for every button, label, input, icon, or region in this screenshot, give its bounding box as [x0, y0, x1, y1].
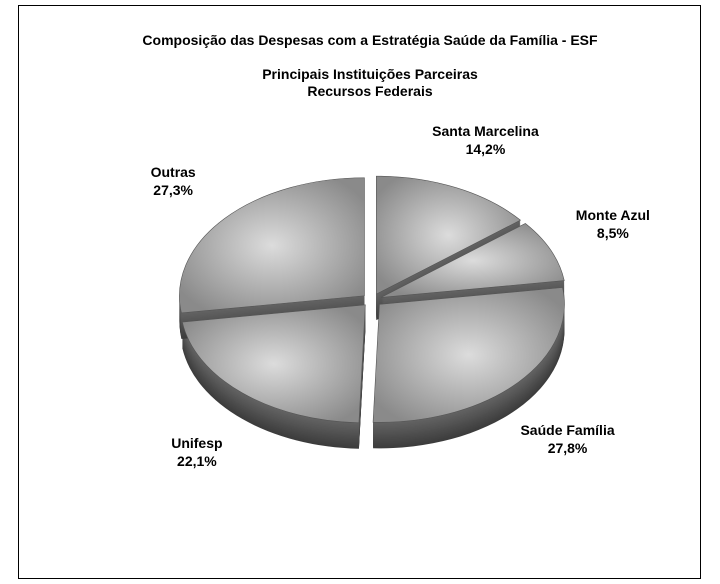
slice [181, 304, 366, 424]
value-label: 27,8% [547, 439, 588, 456]
slice [381, 223, 565, 298]
slice [179, 177, 365, 314]
slice-label: Monte Azul 8,5% [558, 206, 668, 242]
slice-label: Outras 27,3% [118, 163, 228, 199]
slice [372, 287, 565, 423]
slice [376, 175, 521, 295]
chart-title: Composição das Despesas com a Estratégia… [142, 32, 598, 48]
chart-subtitle: Principais Instituições Parceiras [262, 66, 478, 82]
slice-label: Unifesp 22,1% [142, 434, 252, 470]
slice-label: Santa Marcelina 14,2% [432, 122, 539, 157]
slice-label: Saúde Família 27,8% [513, 421, 623, 457]
value-label: 14,2% [465, 140, 506, 157]
value-label: 22,1% [177, 452, 217, 469]
value-label: 27,3% [153, 182, 193, 199]
chart-subtitle: Recursos Federais [307, 83, 433, 99]
value-label: 8,5% [596, 225, 629, 242]
